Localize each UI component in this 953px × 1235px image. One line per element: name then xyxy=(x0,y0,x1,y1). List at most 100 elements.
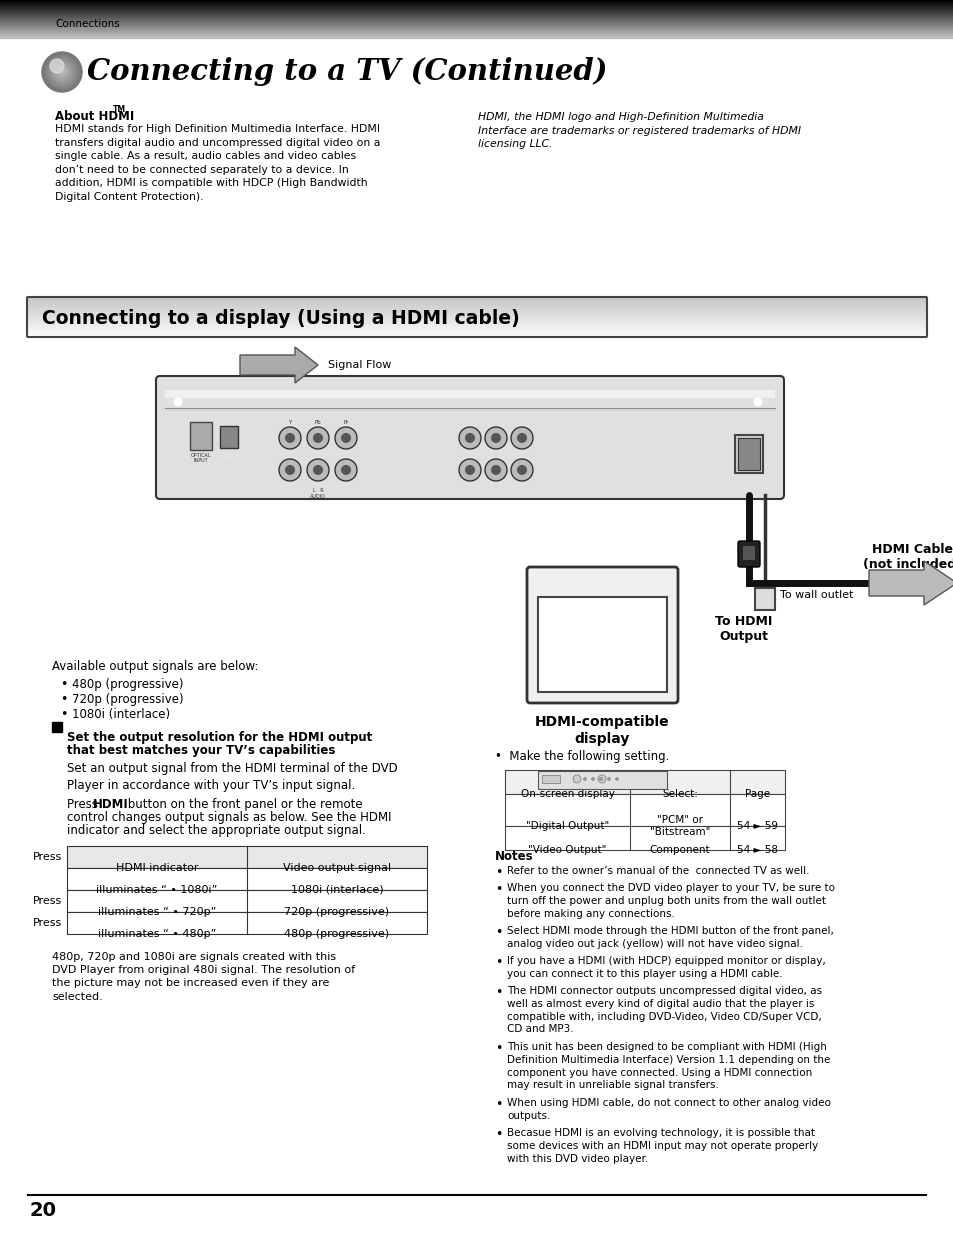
Circle shape xyxy=(56,65,68,78)
Circle shape xyxy=(285,466,294,475)
Text: 54 ► 59: 54 ► 59 xyxy=(737,821,778,831)
Circle shape xyxy=(340,433,351,443)
Text: TM: TM xyxy=(112,105,126,114)
Circle shape xyxy=(48,58,76,86)
Circle shape xyxy=(573,776,580,783)
Bar xyxy=(537,771,666,789)
Text: •: • xyxy=(60,678,68,692)
Text: •: • xyxy=(495,956,502,969)
Text: Video output signal: Video output signal xyxy=(283,863,391,873)
Circle shape xyxy=(491,433,500,443)
Circle shape xyxy=(50,59,64,73)
Text: Component: Component xyxy=(649,845,710,855)
Circle shape xyxy=(464,466,475,475)
Circle shape xyxy=(615,777,618,781)
Text: 480p (progressive): 480p (progressive) xyxy=(71,678,183,692)
Circle shape xyxy=(590,777,595,781)
Circle shape xyxy=(43,53,81,91)
Bar xyxy=(734,435,762,473)
Circle shape xyxy=(44,54,80,90)
Bar xyxy=(67,868,427,890)
Text: that best matches your TV’s capabilities: that best matches your TV’s capabilities xyxy=(67,743,335,757)
Circle shape xyxy=(278,459,301,480)
Circle shape xyxy=(61,70,63,73)
Circle shape xyxy=(458,459,480,480)
Circle shape xyxy=(484,427,506,450)
Text: Y: Y xyxy=(288,420,292,426)
Text: •: • xyxy=(495,1128,502,1141)
Text: "PCM" or
"Bitstream": "PCM" or "Bitstream" xyxy=(649,815,709,837)
Text: When you connect the DVD video player to your TV, be sure to
turn off the power : When you connect the DVD video player to… xyxy=(506,883,834,919)
Text: button on the front panel or the remote: button on the front panel or the remote xyxy=(124,798,362,811)
Polygon shape xyxy=(240,347,317,383)
Text: Press: Press xyxy=(32,852,62,862)
Text: OPTICAL
INPUT: OPTICAL INPUT xyxy=(191,452,212,463)
Circle shape xyxy=(278,427,301,450)
Circle shape xyxy=(313,466,323,475)
Text: Press: Press xyxy=(32,897,62,906)
Text: HDMI, the HDMI logo and High-Definition Multimedia
Interface are trademarks or r: HDMI, the HDMI logo and High-Definition … xyxy=(477,112,801,149)
Circle shape xyxy=(58,68,66,77)
Text: Connections: Connections xyxy=(55,19,120,28)
Text: Notes: Notes xyxy=(495,850,533,863)
Text: About HDMI: About HDMI xyxy=(55,110,134,124)
Text: •: • xyxy=(495,926,502,939)
Text: To HDMI
Output: To HDMI Output xyxy=(715,615,772,643)
Circle shape xyxy=(511,459,533,480)
Bar xyxy=(754,588,774,610)
FancyBboxPatch shape xyxy=(156,375,783,499)
Circle shape xyxy=(45,56,79,89)
Circle shape xyxy=(517,433,526,443)
Text: L   R
AUDIO: L R AUDIO xyxy=(310,488,326,499)
Text: HDMI-compatible
display: HDMI-compatible display xyxy=(534,715,669,746)
Text: 1080i (interlace): 1080i (interlace) xyxy=(71,708,170,721)
Text: HDMI Cable
(not included): HDMI Cable (not included) xyxy=(862,543,953,571)
Bar xyxy=(537,597,666,692)
Text: This unit has been designed to be compliant with HDMI (High
Definition Multimedi: This unit has been designed to be compli… xyxy=(506,1042,829,1091)
Circle shape xyxy=(511,427,533,450)
Text: •: • xyxy=(495,1098,502,1112)
Text: Set an output signal from the HDMI terminal of the DVD
Player in accordance with: Set an output signal from the HDMI termi… xyxy=(67,762,397,793)
Circle shape xyxy=(55,65,69,79)
Text: Refer to the owner’s manual of the  connected TV as well.: Refer to the owner’s manual of the conne… xyxy=(506,866,809,876)
Circle shape xyxy=(51,61,73,83)
Text: •: • xyxy=(495,986,502,999)
Bar xyxy=(67,846,427,868)
Text: 480p, 720p and 1080i are signals created with this
DVD Player from original 480i: 480p, 720p and 1080i are signals created… xyxy=(52,952,355,1002)
Bar xyxy=(165,390,774,398)
Text: HDMI: HDMI xyxy=(92,798,129,811)
Text: 720p (progressive): 720p (progressive) xyxy=(71,693,183,706)
Text: indicator and select the appropriate output signal.: indicator and select the appropriate out… xyxy=(67,824,366,837)
Text: Set the output resolution for the HDMI output: Set the output resolution for the HDMI o… xyxy=(67,731,372,743)
Text: Page: Page xyxy=(744,789,769,799)
Bar xyxy=(504,826,784,850)
Circle shape xyxy=(307,459,329,480)
Circle shape xyxy=(491,466,500,475)
Text: 20: 20 xyxy=(30,1200,57,1219)
Text: •: • xyxy=(60,693,68,706)
Text: Pb: Pb xyxy=(314,420,321,426)
Circle shape xyxy=(60,70,64,74)
Circle shape xyxy=(598,776,605,783)
Circle shape xyxy=(173,398,182,406)
Text: Pr: Pr xyxy=(343,420,349,426)
Text: When using HDMI cable, do not connect to other analog video
outputs.: When using HDMI cable, do not connect to… xyxy=(506,1098,830,1121)
Circle shape xyxy=(582,777,586,781)
Circle shape xyxy=(42,52,82,91)
Circle shape xyxy=(340,466,351,475)
Text: illuminates “ • 480p”: illuminates “ • 480p” xyxy=(98,929,216,939)
Text: If you have a HDMI (with HDCP) equipped monitor or display,
you can connect it t: If you have a HDMI (with HDCP) equipped … xyxy=(506,956,825,979)
Circle shape xyxy=(285,433,294,443)
Text: Signal Flow: Signal Flow xyxy=(328,359,391,370)
Circle shape xyxy=(50,61,74,84)
Text: Select:: Select: xyxy=(661,789,698,799)
Bar xyxy=(504,769,784,794)
Polygon shape xyxy=(868,561,953,605)
Circle shape xyxy=(753,398,761,406)
Text: 1080i (interlace): 1080i (interlace) xyxy=(291,885,383,895)
Circle shape xyxy=(606,777,610,781)
Text: Press: Press xyxy=(67,798,102,811)
Text: The HDMI connector outputs uncompressed digital video, as
well as almost every k: The HDMI connector outputs uncompressed … xyxy=(506,986,821,1035)
Text: OUTPUT: OUTPUT xyxy=(220,456,237,459)
Bar xyxy=(738,438,760,471)
